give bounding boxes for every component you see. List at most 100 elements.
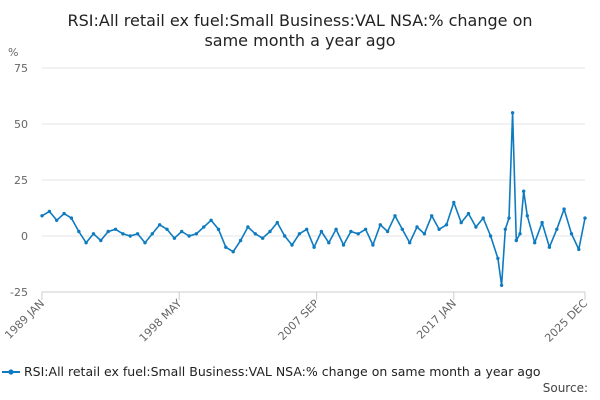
- data-point[interactable]: [135, 232, 140, 236]
- x-tick-label: 2007 SEP: [276, 297, 322, 343]
- data-point[interactable]: [91, 232, 96, 236]
- chart-title-line-1: RSI:All retail ex fuel:Small Business:VA…: [68, 11, 533, 30]
- data-point[interactable]: [459, 220, 463, 225]
- data-point[interactable]: [246, 225, 250, 229]
- data-point[interactable]: [224, 245, 228, 249]
- y-tick-label: 75: [14, 62, 28, 75]
- data-point[interactable]: [555, 227, 559, 231]
- data-point[interactable]: [69, 216, 74, 220]
- data-point[interactable]: [275, 220, 279, 225]
- data-point[interactable]: [522, 189, 526, 193]
- data-point[interactable]: [172, 236, 177, 240]
- data-point[interactable]: [466, 211, 471, 216]
- data-point[interactable]: [341, 243, 346, 247]
- data-point[interactable]: [540, 220, 544, 225]
- x-tick-label: 1989 JAN: [2, 297, 47, 342]
- data-point[interactable]: [55, 218, 59, 222]
- data-point[interactable]: [202, 225, 206, 229]
- data-point[interactable]: [231, 250, 235, 254]
- data-point[interactable]: [143, 241, 147, 245]
- y-tick-label: 50: [14, 118, 28, 131]
- data-point[interactable]: [510, 111, 515, 115]
- data-point[interactable]: [150, 232, 154, 236]
- x-tick-label: 1998 MAY: [137, 297, 185, 345]
- data-point[interactable]: [47, 209, 52, 214]
- data-point[interactable]: [158, 223, 162, 227]
- data-point[interactable]: [260, 236, 265, 240]
- data-point[interactable]: [415, 225, 419, 229]
- data-point[interactable]: [106, 229, 110, 234]
- data-point[interactable]: [503, 227, 507, 231]
- data-point[interactable]: [99, 238, 103, 243]
- legend[interactable]: RSI:All retail ex fuel:Small Business:VA…: [2, 364, 541, 379]
- legend-marker-icon: [8, 369, 14, 375]
- data-point[interactable]: [422, 232, 427, 236]
- data-point[interactable]: [474, 225, 478, 229]
- data-point[interactable]: [305, 227, 309, 231]
- data-point[interactable]: [356, 232, 360, 236]
- data-point[interactable]: [496, 256, 500, 261]
- data-point[interactable]: [363, 227, 368, 231]
- data-point[interactable]: [393, 214, 397, 218]
- x-tick-label: 2017 JAN: [414, 297, 459, 342]
- data-point[interactable]: [77, 229, 81, 234]
- data-point[interactable]: [525, 214, 529, 218]
- series-group: [40, 111, 587, 287]
- data-point[interactable]: [430, 214, 434, 218]
- data-point[interactable]: [488, 234, 493, 238]
- data-point[interactable]: [562, 207, 566, 211]
- data-point[interactable]: [378, 223, 382, 227]
- data-point[interactable]: [437, 227, 441, 231]
- data-point[interactable]: [385, 229, 390, 234]
- data-point[interactable]: [253, 232, 257, 236]
- data-point[interactable]: [577, 247, 581, 252]
- data-point[interactable]: [583, 216, 587, 220]
- data-point[interactable]: [187, 234, 191, 238]
- data-point[interactable]: [209, 218, 213, 222]
- data-point[interactable]: [319, 229, 324, 234]
- data-point[interactable]: [84, 241, 88, 245]
- data-point[interactable]: [238, 238, 243, 243]
- data-point[interactable]: [444, 223, 449, 227]
- data-point[interactable]: [481, 216, 485, 220]
- data-point[interactable]: [408, 241, 412, 245]
- data-point[interactable]: [194, 232, 199, 236]
- data-point[interactable]: [327, 241, 331, 245]
- data-point[interactable]: [452, 200, 456, 205]
- data-point[interactable]: [62, 211, 66, 216]
- data-point[interactable]: [569, 232, 574, 236]
- data-point[interactable]: [113, 227, 118, 231]
- data-point[interactable]: [290, 243, 294, 247]
- x-tick-labels: 1989 JAN 1998 MAY 2007 SEP 2017 JAN 2025 DEC: [2, 292, 590, 345]
- y-tick-label: -25: [10, 286, 28, 299]
- data-point[interactable]: [216, 227, 221, 231]
- series-line-0[interactable]: [41, 112, 586, 287]
- data-point[interactable]: [165, 227, 169, 231]
- data-point[interactable]: [312, 245, 316, 249]
- data-point[interactable]: [297, 232, 302, 236]
- data-point[interactable]: [180, 229, 184, 234]
- data-point[interactable]: [499, 283, 504, 287]
- data-point[interactable]: [400, 227, 404, 231]
- grid: [42, 67, 585, 237]
- data-point[interactable]: [40, 214, 44, 218]
- data-point[interactable]: [547, 245, 552, 249]
- data-point[interactable]: [349, 229, 353, 234]
- data-point[interactable]: [283, 234, 287, 238]
- data-point[interactable]: [371, 243, 375, 247]
- data-point[interactable]: [334, 227, 338, 231]
- data-point[interactable]: [268, 229, 272, 234]
- data-point[interactable]: [514, 238, 518, 243]
- data-point[interactable]: [128, 234, 132, 238]
- source-label: Source:: [543, 381, 588, 395]
- chart-title-line-2: same month a year ago: [204, 31, 395, 50]
- y-tick-labels: -25 0 25 50 75: [10, 62, 28, 299]
- data-point[interactable]: [533, 241, 537, 245]
- y-tick-label: 25: [14, 174, 28, 187]
- data-point[interactable]: [507, 216, 511, 220]
- y-tick-label: 0: [21, 230, 28, 243]
- data-point[interactable]: [121, 232, 125, 236]
- legend-label: RSI:All retail ex fuel:Small Business:VA…: [24, 364, 541, 379]
- data-point[interactable]: [518, 232, 522, 236]
